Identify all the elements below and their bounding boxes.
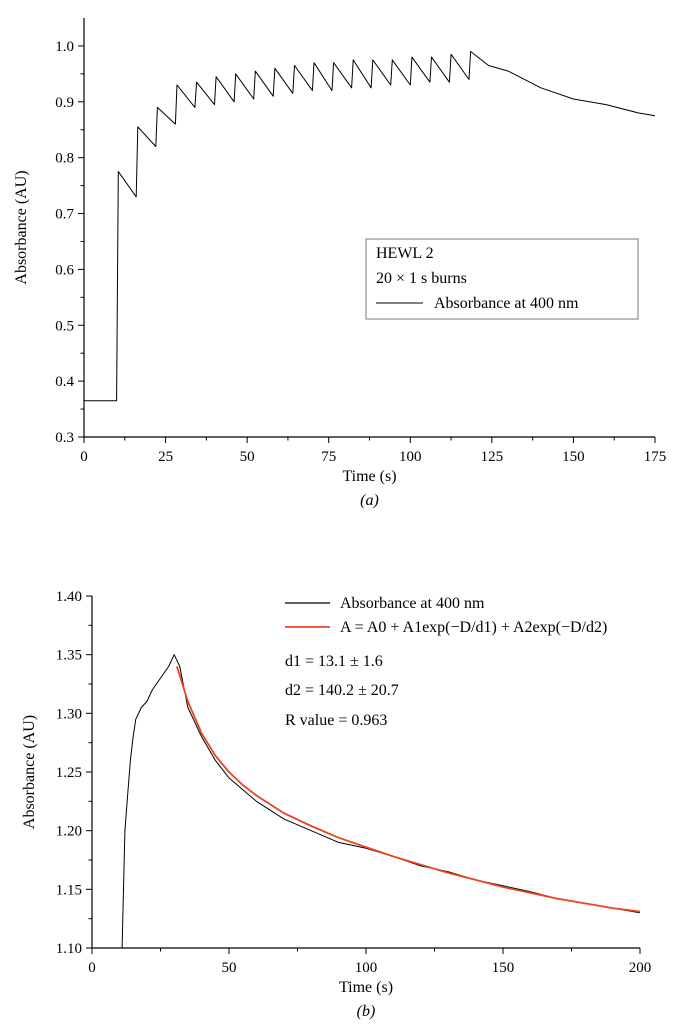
a-series-line-data <box>84 51 656 402</box>
panel-b-series-layer <box>121 654 641 949</box>
panel-a-chart: 0 25 50 75 100 125 150 175 0.30.40.50.60.70.80.… <box>13 18 666 509</box>
panel-b-legend-entry-data: Absorbance at 400 nm <box>340 595 485 612</box>
b-series-line-fit <box>176 666 641 913</box>
panel-b-y-ticks: 1.10 1.15 1.20 1.25 1.30 1.35 1.40 <box>56 589 92 957</box>
b-x-tick-label: 100 <box>355 960 378 976</box>
b-y-tick-label: 1.40 <box>56 589 82 605</box>
panel-a-legend-title-2: 20 × 1 s burns <box>376 270 467 287</box>
a-y-tick-label: 0.5 <box>55 318 74 334</box>
panel-b-annotation-d2: d2 = 140.2 ± 20.7 <box>285 682 399 699</box>
b-y-tick-label: 1.25 <box>56 765 82 781</box>
panel-b-label: (b) <box>357 1003 376 1020</box>
panel-a-y-axis-title: Absorbance (AU) <box>13 170 30 284</box>
a-y-tick-label: 1.0 <box>55 39 74 55</box>
panel-b-axes <box>91 596 640 949</box>
panel-b-annotation-r-value: R value = 0.963 <box>285 712 387 729</box>
b-y-tick-label: 1.10 <box>56 941 82 957</box>
panel-a-legend-title-1: HEWL 2 <box>376 245 434 262</box>
b-x-tick-label: 50 <box>222 960 237 976</box>
panel-a-x-ticks: 0 25 50 75 100 125 150 175 <box>80 437 666 465</box>
a-x-tick-label: 0 <box>80 449 88 465</box>
panel-a-x-axis-title: Time (s) <box>342 468 396 485</box>
panel-b-x-axis-title: Time (s) <box>339 979 393 996</box>
a-y-tick-label: 0.8 <box>55 151 74 167</box>
a-x-tick-label: 150 <box>562 449 585 465</box>
panel-b-legend-entry-fit: A = A0 + A1exp(−D/d1) + A2exp(−D/d2) <box>340 619 607 636</box>
a-x-tick-label: 50 <box>240 449 255 465</box>
b-x-tick-label: 0 <box>88 960 96 976</box>
a-x-tick-label: 100 <box>399 449 422 465</box>
panel-a-legend-box <box>365 238 639 320</box>
a-x-tick-label: 25 <box>158 449 173 465</box>
panel-b-legend: Absorbance at 400 nm A = A0 + A1exp(−D/d… <box>285 595 607 729</box>
panel-a-legend: HEWL 2 20 × 1 s burns Absorbance at 400 … <box>365 238 639 320</box>
panel-b-y-axis-title: Absorbance (AU) <box>21 715 38 829</box>
a-y-tick-label: 0.6 <box>55 262 74 278</box>
panel-a-legend-entry: Absorbance at 400 nm <box>434 295 579 312</box>
a-x-tick-label: 125 <box>481 449 504 465</box>
b-y-tick-label: 1.30 <box>56 706 82 722</box>
a-y-tick-label: 0.4 <box>55 374 74 390</box>
panel-a-label: (a) <box>360 492 379 509</box>
panel-a-y-ticks: 0.3 0.4 0.5 0.6 0.7 0.8 0.9 1.0 <box>55 39 84 446</box>
b-x-tick-label: 150 <box>492 960 515 976</box>
a-y-tick-label: 0.9 <box>55 95 74 111</box>
panel-b-annotation-d1: d1 = 13.1 ± 1.6 <box>285 653 383 670</box>
panel-a-series-layer <box>84 51 656 402</box>
b-y-tick-label: 1.15 <box>56 882 82 898</box>
b-x-tick-label: 200 <box>629 960 652 976</box>
a-x-tick-label: 75 <box>321 449 336 465</box>
panel-b-chart: 0 50 100 150 200 1.10 1.15 1.20 1.25 1.30 1.35 1.4… <box>21 589 651 1020</box>
panel-a-axes <box>83 18 655 438</box>
panel-b-x-ticks: 0 50 100 150 200 <box>88 948 651 976</box>
a-x-tick-label: 175 <box>644 449 667 465</box>
b-y-tick-label: 1.35 <box>56 648 82 664</box>
b-y-tick-label: 1.20 <box>56 824 82 840</box>
a-y-tick-label: 0.3 <box>55 430 74 446</box>
a-y-tick-label: 0.7 <box>55 207 74 223</box>
